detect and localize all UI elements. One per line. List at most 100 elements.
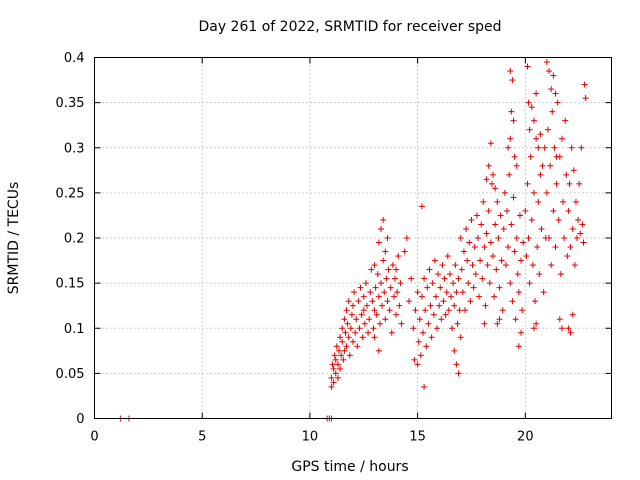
data-point (350, 338, 356, 345)
data-point (488, 180, 495, 187)
data-point (487, 239, 494, 246)
data-point (446, 271, 453, 278)
data-point (371, 307, 378, 314)
data-point (398, 320, 405, 327)
data-point (426, 266, 433, 273)
data-point (506, 171, 513, 178)
data-point (334, 361, 341, 368)
data-point (366, 316, 373, 323)
data-point (367, 289, 374, 296)
data-point (389, 262, 396, 269)
data-point (577, 230, 584, 237)
data-point (364, 302, 371, 309)
data-point (416, 316, 423, 323)
data-point (469, 262, 476, 269)
data-point (376, 320, 383, 327)
x-tick-label: 5 (198, 430, 206, 445)
data-point (553, 180, 560, 187)
data-point (498, 257, 505, 264)
data-point (395, 253, 402, 260)
data-point (513, 162, 520, 169)
data-point (580, 239, 587, 246)
x-tick-label: 20 (517, 430, 534, 445)
data-point (365, 329, 372, 336)
data-point (421, 275, 428, 282)
data-point (418, 203, 425, 210)
data-point (418, 293, 425, 300)
data-point (397, 280, 404, 287)
data-point (386, 307, 393, 314)
y-tick-label: 0.3 (64, 141, 85, 156)
data-point (390, 293, 397, 300)
data-point (468, 216, 475, 223)
data-point (393, 311, 400, 318)
data-point (330, 365, 337, 372)
data-points (117, 59, 589, 422)
data-point (507, 68, 514, 75)
data-point (496, 316, 503, 323)
data-point (410, 325, 417, 332)
data-point (492, 185, 499, 192)
data-point (505, 144, 512, 151)
data-point (556, 316, 563, 323)
data-point (501, 189, 508, 196)
data-point (463, 225, 470, 232)
data-point (357, 284, 364, 291)
y-tick-label: 0.2 (64, 232, 85, 247)
data-point (351, 289, 358, 296)
y-tick-label: 0.05 (56, 367, 85, 382)
y-tick-label: 0.1 (64, 322, 85, 337)
data-point (430, 311, 437, 318)
data-point (581, 81, 588, 88)
data-point (378, 280, 385, 287)
data-point (543, 189, 550, 196)
data-point (495, 235, 502, 241)
data-point (415, 338, 422, 345)
data-point (563, 171, 570, 178)
data-point (510, 194, 517, 201)
data-point (490, 171, 497, 178)
data-point (328, 374, 335, 381)
data-point (572, 198, 579, 205)
data-point (493, 266, 500, 273)
data-point (337, 365, 344, 372)
data-point (518, 257, 525, 264)
data-point (579, 221, 586, 228)
data-point (520, 239, 527, 246)
data-point (504, 207, 511, 214)
data-point (445, 307, 452, 314)
data-point (360, 293, 367, 300)
data-point (444, 253, 451, 260)
data-point (333, 343, 340, 350)
data-point (380, 257, 387, 264)
data-point (423, 343, 430, 350)
data-point (372, 284, 379, 291)
data-point (438, 316, 445, 323)
data-point (483, 176, 490, 183)
data-point (533, 90, 540, 97)
data-point (387, 284, 394, 291)
data-point (499, 307, 506, 314)
data-point (525, 235, 532, 241)
data-point (330, 379, 337, 386)
y-tick-label: 0.4 (64, 51, 85, 66)
data-point (352, 329, 359, 336)
x-tick-label: 10 (302, 430, 319, 445)
data-point (392, 275, 399, 282)
y-tick-label: 0.25 (56, 186, 85, 201)
data-point (420, 329, 427, 336)
data-point (509, 77, 516, 84)
data-point (443, 289, 450, 296)
data-point (564, 253, 571, 260)
data-point (341, 316, 348, 323)
data-point (554, 99, 561, 106)
data-point (566, 180, 573, 187)
data-point (536, 271, 543, 278)
data-point (539, 162, 546, 169)
x-axis-title: GPS time / hours (291, 459, 408, 475)
data-point (548, 86, 555, 93)
data-point (452, 262, 459, 269)
data-point (450, 280, 457, 287)
data-point (530, 325, 537, 332)
data-point (406, 298, 413, 305)
